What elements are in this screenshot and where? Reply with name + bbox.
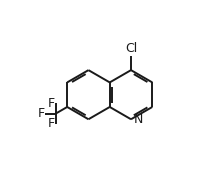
Text: F: F bbox=[48, 97, 55, 110]
Text: Cl: Cl bbox=[125, 42, 137, 55]
Text: F: F bbox=[38, 107, 45, 120]
Text: N: N bbox=[133, 113, 143, 127]
Text: F: F bbox=[48, 117, 55, 130]
